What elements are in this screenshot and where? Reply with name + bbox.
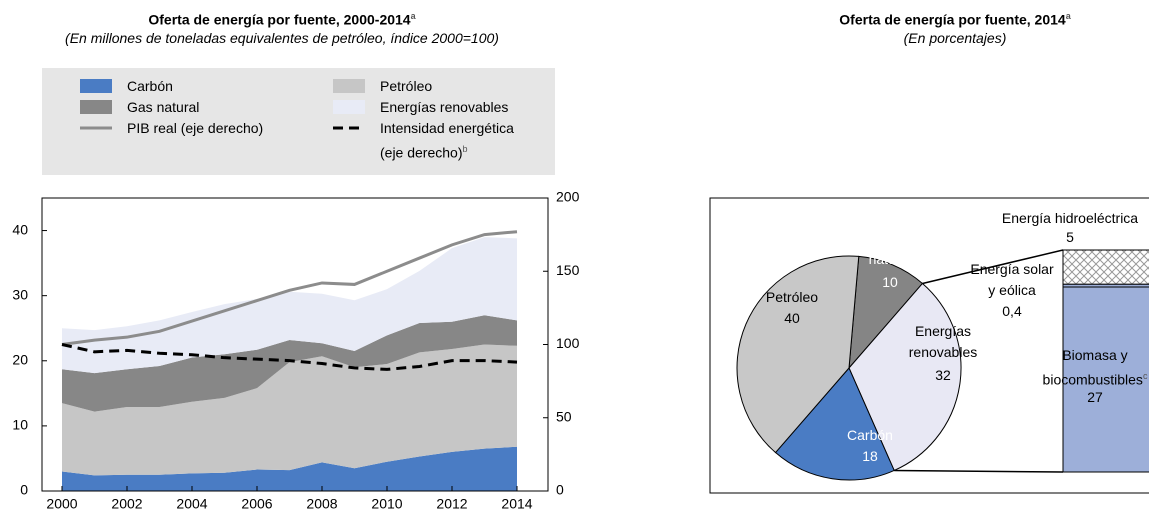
pie-slice xyxy=(736,255,860,454)
legend-box xyxy=(42,68,555,175)
bar-value: 0,4 xyxy=(1002,303,1022,319)
title: Oferta de energía por fuente, 2000-2014 xyxy=(148,11,411,28)
bar-note: c xyxy=(1142,371,1148,381)
area xyxy=(62,315,517,412)
y2-tick-label: 100 xyxy=(556,335,580,351)
x-tick-label: 2010 xyxy=(371,496,402,512)
title-left: Oferta de energía por fuente, 2000-2014a xyxy=(148,6,415,31)
bar-label: Energía solar y eólica xyxy=(966,259,1058,301)
legend-swatch xyxy=(80,100,112,114)
line xyxy=(61,230,518,346)
title-note: a xyxy=(1065,11,1071,21)
bar-label-text: Energía hidroeléctrica xyxy=(1001,210,1139,226)
x-tick-label: 2000 xyxy=(46,496,77,512)
bar-label: Biomasa y biocombustiblesc xyxy=(1038,345,1149,391)
subtitle: (En millones de toneladas equivalentes d… xyxy=(65,30,499,46)
x-tick-label: 2006 xyxy=(241,496,272,512)
legend-label: Petróleo xyxy=(380,76,520,97)
legend-text: PIB real (eje derecho) xyxy=(127,120,264,136)
slice-label: Energías renovables xyxy=(908,323,978,360)
bar-value: 5 xyxy=(1066,229,1074,245)
bar-segment xyxy=(1062,249,1149,285)
y-tick-label: 10 xyxy=(12,417,28,433)
legend-swatch xyxy=(80,79,112,93)
y-tick-label: 40 xyxy=(12,221,28,237)
legend-label: Intensidad energética (eje derecho)b xyxy=(380,118,520,164)
x-tick-label: 2008 xyxy=(306,496,337,512)
legend-text: Petróleo xyxy=(380,78,433,94)
title-right: Oferta de energía por fuente, 2014a xyxy=(839,6,1070,31)
slice-label: Petróleo xyxy=(765,289,819,305)
subtitle: (En porcentajes) xyxy=(903,30,1007,46)
y-tick-label: 30 xyxy=(12,286,28,302)
legend-text: Intensidad energética (eje derecho) xyxy=(380,120,514,161)
x-tick-label: 2014 xyxy=(501,496,532,512)
y-tick-label: 20 xyxy=(12,351,28,367)
legend-label: Carbón xyxy=(127,76,267,97)
legend-swatch xyxy=(333,79,365,93)
area xyxy=(62,446,517,491)
legend-label: Gas natural xyxy=(127,97,267,118)
legend-swatch xyxy=(333,100,365,114)
legend-text: Carbón xyxy=(127,78,173,94)
slice-value: 10 xyxy=(882,274,898,290)
x-tick-label: 2002 xyxy=(111,496,142,512)
legend-text: Gas natural xyxy=(127,99,200,115)
y2-tick-label: 50 xyxy=(556,408,572,424)
slice-label: Gas natural xyxy=(868,230,912,267)
x-tick-label: 2004 xyxy=(176,496,207,512)
slice-value: 18 xyxy=(862,448,878,464)
slice-value: 40 xyxy=(784,310,800,326)
bar-label-text: Biomasa y biocombustibles xyxy=(1042,347,1143,388)
title-note: a xyxy=(410,11,416,21)
bar-segment xyxy=(1062,286,1149,473)
pie-slice xyxy=(848,282,962,472)
y2-tick-label: 200 xyxy=(556,189,580,205)
y2-tick-label: 150 xyxy=(556,262,580,278)
connector xyxy=(922,249,1064,285)
line xyxy=(61,343,518,371)
bar-value: 27 xyxy=(1087,389,1103,405)
slice-label: Carbón xyxy=(847,427,893,443)
legend-note: b xyxy=(462,144,468,154)
pie-slice xyxy=(774,367,895,481)
title: Oferta de energía por fuente, 2014 xyxy=(839,11,1066,28)
y-tick-label: 0 xyxy=(20,482,28,498)
pie-frame xyxy=(709,197,1149,494)
slice-value: 32 xyxy=(935,367,951,383)
bar-label: Energía hidroeléctrica xyxy=(985,208,1149,229)
legend-label: Energías renovables xyxy=(380,97,520,118)
legend-label: PIB real (eje derecho) xyxy=(127,118,267,139)
area xyxy=(62,237,517,374)
y2-tick-label: 0 xyxy=(556,482,564,498)
legend-text: Energías renovables xyxy=(380,99,509,115)
connector xyxy=(894,469,1064,473)
x-tick-label: 2012 xyxy=(436,496,467,512)
bar-label-text: Energía solar y eólica xyxy=(970,261,1054,298)
area xyxy=(62,344,517,476)
